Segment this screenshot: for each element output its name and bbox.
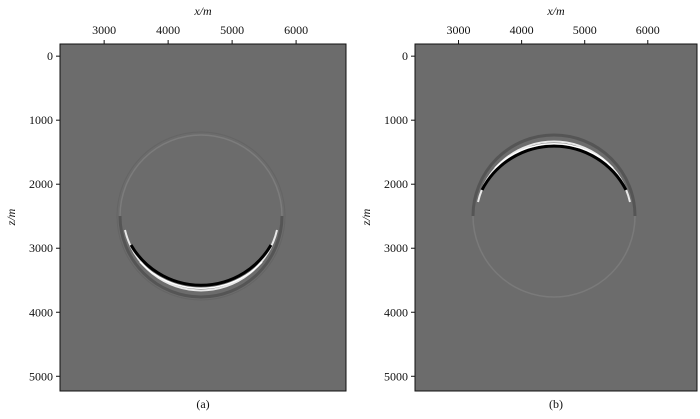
x-tick-label: 6000 (284, 23, 308, 37)
y-tick-label: 5000 (29, 369, 53, 383)
x-tick-label: 6000 (636, 23, 660, 37)
x-tick-label: 5000 (573, 23, 597, 37)
x-tick-label: 5000 (220, 23, 244, 37)
y-tick-label: 3000 (384, 241, 408, 255)
caption: (a) (196, 397, 209, 411)
y-tick-label: 1000 (29, 113, 53, 127)
image-panel-a (60, 44, 346, 391)
y-tick-label: 1000 (384, 113, 408, 127)
y-axis-label: z/m (359, 208, 373, 226)
image-panel-b (415, 44, 697, 391)
x-tick-label: 3000 (447, 23, 471, 37)
y-axis-label: z/m (4, 208, 18, 226)
x-axis-label: x/m (546, 4, 565, 18)
y-tick-label: 2000 (384, 177, 408, 191)
ring-a (116, 131, 286, 301)
y-tick-label: 5000 (384, 369, 408, 383)
caption: (b) (549, 397, 563, 411)
x-axis-label: x/m (193, 4, 212, 18)
plot-frame (414, 43, 698, 392)
x-tick-label: 4000 (510, 23, 534, 37)
y-tick-label: 2000 (29, 177, 53, 191)
plot-frame (59, 43, 347, 392)
x-tick-label: 4000 (156, 23, 180, 37)
y-tick-label: 4000 (29, 305, 53, 319)
y-tick-label: 4000 (384, 305, 408, 319)
ring-b (471, 133, 637, 298)
y-tick-label: 0 (402, 49, 408, 63)
y-tick-label: 0 (47, 49, 53, 63)
y-tick-label: 3000 (29, 241, 53, 255)
x-tick-label: 3000 (92, 23, 116, 37)
